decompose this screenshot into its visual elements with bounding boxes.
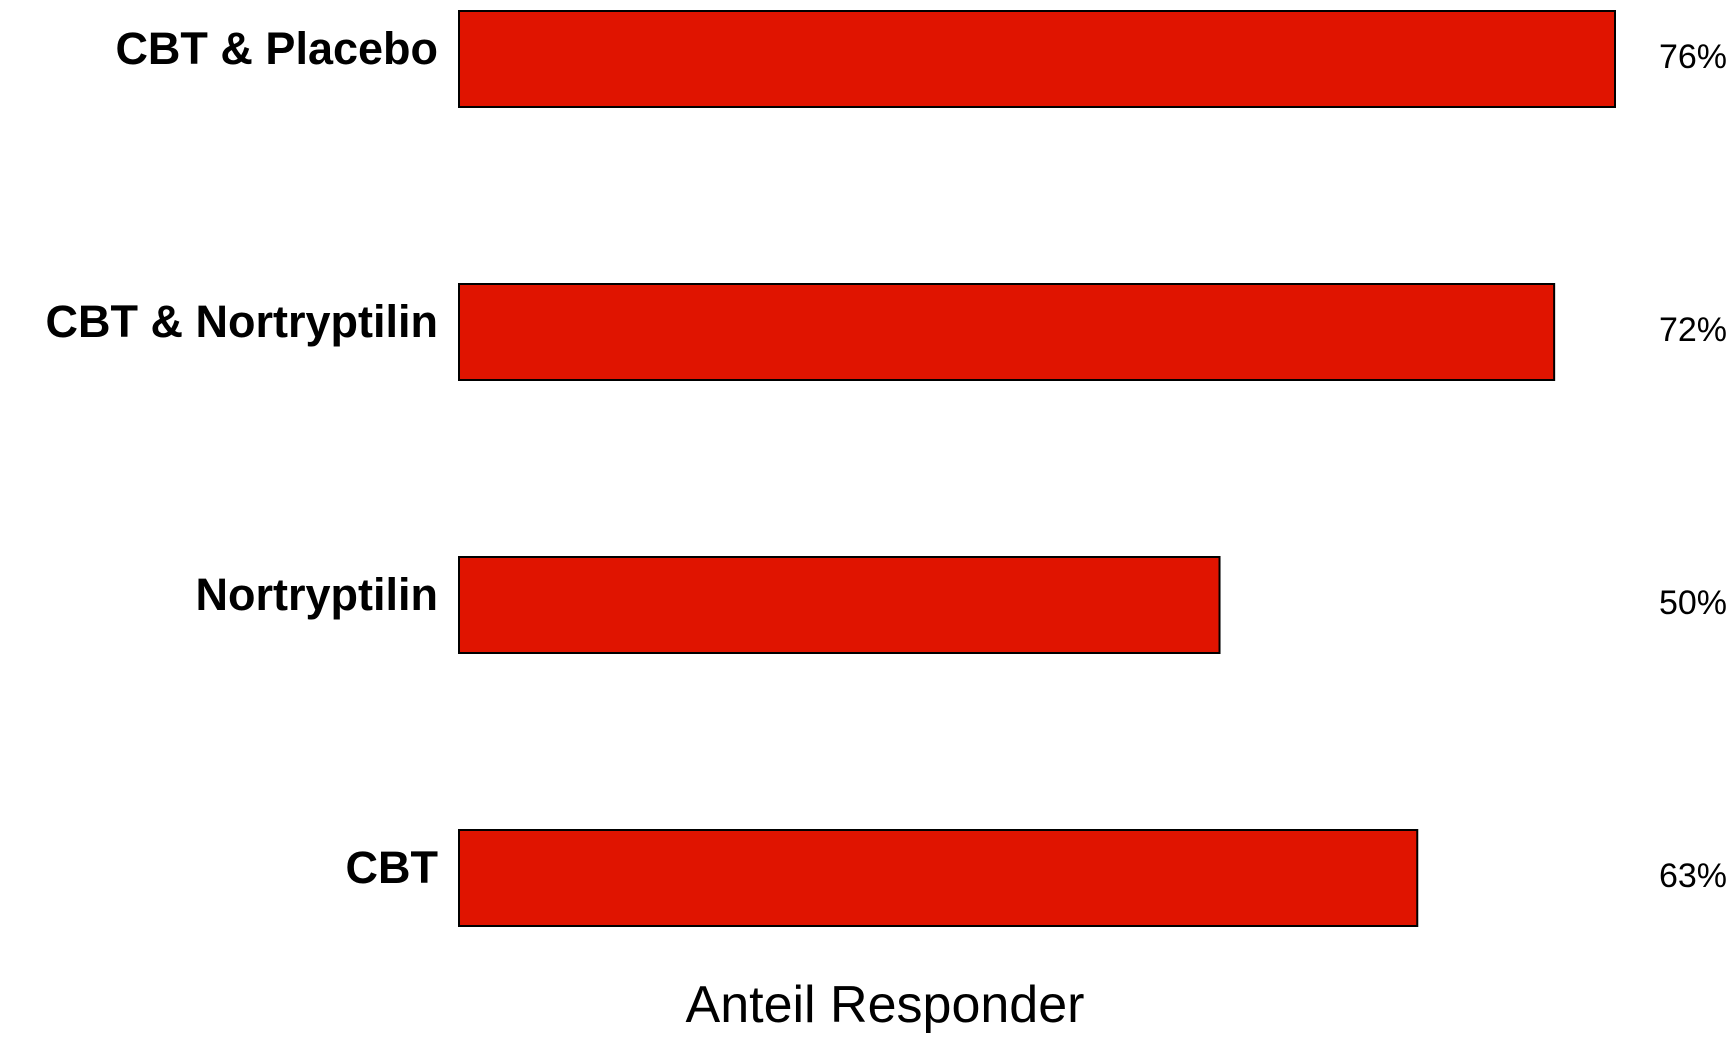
category-label: CBT & Placebo (115, 23, 438, 74)
bars-group (458, 10, 1616, 927)
category-label: CBT (346, 842, 438, 893)
category-label: Nortryptilin (196, 569, 439, 620)
category-label: CBT & Nortryptilin (46, 296, 438, 347)
value-label: 76% (1659, 38, 1727, 76)
bar (458, 10, 1616, 108)
value-labels: 76% 72% 50% 63% (1659, 38, 1727, 895)
value-label: 72% (1659, 311, 1727, 349)
category-labels: CBT & Placebo CBT & Nortryptilin Nortrypti… (46, 23, 438, 893)
value-label: 63% (1659, 857, 1727, 895)
bar (458, 283, 1556, 381)
x-axis-title: Anteil Responder (686, 976, 1085, 1034)
bar (458, 556, 1221, 654)
value-label: 50% (1659, 584, 1727, 622)
bar (458, 829, 1419, 927)
